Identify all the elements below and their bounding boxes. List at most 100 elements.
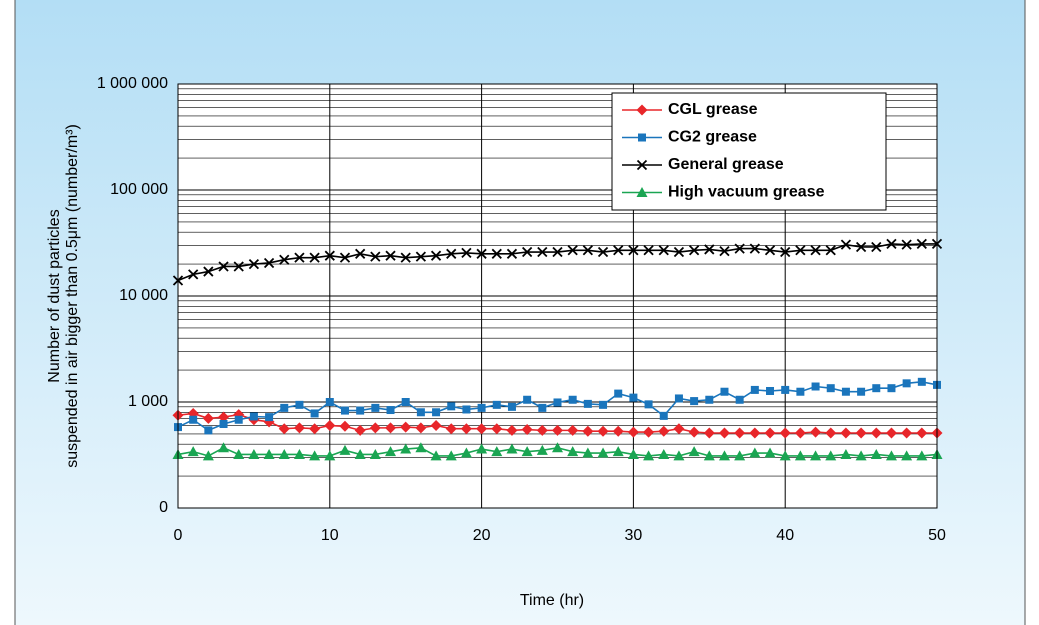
marker bbox=[279, 254, 290, 265]
marker bbox=[203, 266, 214, 277]
marker bbox=[233, 261, 244, 272]
marker bbox=[309, 423, 321, 435]
legend-box bbox=[611, 92, 887, 211]
marker bbox=[356, 406, 365, 415]
marker bbox=[840, 427, 852, 439]
marker bbox=[628, 245, 639, 256]
marker bbox=[734, 427, 746, 439]
marker bbox=[552, 246, 563, 258]
marker bbox=[781, 385, 790, 394]
marker bbox=[536, 424, 548, 436]
marker bbox=[766, 386, 775, 395]
marker bbox=[324, 250, 335, 261]
marker bbox=[735, 395, 744, 404]
marker bbox=[476, 443, 488, 454]
marker bbox=[855, 241, 867, 253]
marker bbox=[612, 446, 624, 457]
marker bbox=[916, 450, 928, 461]
marker bbox=[218, 411, 230, 423]
marker bbox=[294, 252, 305, 263]
marker bbox=[612, 425, 624, 437]
marker bbox=[916, 427, 928, 439]
marker bbox=[491, 423, 503, 435]
marker bbox=[430, 420, 442, 432]
marker bbox=[507, 402, 516, 411]
marker bbox=[734, 450, 746, 461]
marker bbox=[445, 423, 457, 435]
marker bbox=[430, 450, 442, 461]
marker bbox=[385, 446, 397, 457]
marker bbox=[568, 395, 577, 404]
marker bbox=[749, 243, 760, 254]
marker bbox=[567, 446, 579, 457]
marker bbox=[857, 387, 866, 396]
x-tick-label: 50 bbox=[928, 527, 946, 544]
marker bbox=[916, 238, 927, 250]
marker bbox=[354, 448, 366, 459]
marker bbox=[462, 405, 471, 414]
marker bbox=[523, 395, 532, 404]
marker bbox=[369, 448, 381, 459]
marker bbox=[597, 447, 609, 458]
marker bbox=[643, 426, 655, 438]
marker bbox=[902, 379, 911, 388]
marker bbox=[309, 450, 321, 461]
marker bbox=[477, 403, 486, 412]
marker bbox=[599, 400, 608, 409]
x-tick-label: 20 bbox=[473, 527, 491, 544]
marker bbox=[263, 448, 275, 459]
marker bbox=[293, 448, 305, 459]
marker bbox=[371, 403, 380, 412]
marker bbox=[234, 415, 243, 424]
y-axis-label: Number of dust particles bbox=[46, 209, 63, 382]
marker bbox=[841, 387, 850, 396]
marker bbox=[643, 245, 654, 256]
marker bbox=[339, 444, 351, 455]
marker bbox=[779, 427, 791, 439]
x-tick-label: 30 bbox=[625, 527, 643, 544]
marker bbox=[204, 426, 213, 435]
marker bbox=[491, 446, 503, 457]
marker bbox=[202, 412, 214, 424]
marker bbox=[492, 400, 501, 409]
marker bbox=[265, 413, 274, 422]
marker bbox=[202, 450, 214, 461]
marker bbox=[749, 427, 761, 439]
marker bbox=[339, 252, 351, 263]
marker bbox=[597, 246, 609, 258]
marker bbox=[886, 238, 897, 250]
marker bbox=[673, 423, 685, 435]
marker bbox=[840, 448, 852, 459]
marker bbox=[629, 393, 638, 402]
marker bbox=[248, 258, 260, 270]
marker bbox=[582, 245, 593, 256]
marker bbox=[613, 245, 624, 256]
marker bbox=[521, 424, 533, 436]
marker bbox=[324, 450, 336, 461]
marker bbox=[825, 245, 836, 256]
marker bbox=[658, 425, 670, 437]
marker bbox=[521, 446, 533, 457]
marker bbox=[705, 395, 714, 404]
y-tick-label: 1 000 000 bbox=[97, 75, 168, 92]
marker bbox=[659, 411, 668, 420]
marker bbox=[673, 246, 685, 258]
marker bbox=[764, 447, 776, 458]
marker bbox=[187, 446, 199, 457]
marker bbox=[400, 421, 412, 433]
marker bbox=[674, 394, 683, 403]
marker bbox=[401, 398, 410, 406]
marker bbox=[638, 133, 646, 142]
marker bbox=[901, 239, 912, 250]
marker bbox=[673, 450, 685, 461]
marker bbox=[872, 384, 881, 393]
marker bbox=[400, 443, 412, 454]
marker bbox=[552, 424, 563, 436]
marker bbox=[764, 427, 776, 439]
marker bbox=[218, 442, 230, 453]
marker bbox=[355, 248, 366, 259]
marker bbox=[703, 450, 715, 461]
marker bbox=[446, 248, 457, 259]
